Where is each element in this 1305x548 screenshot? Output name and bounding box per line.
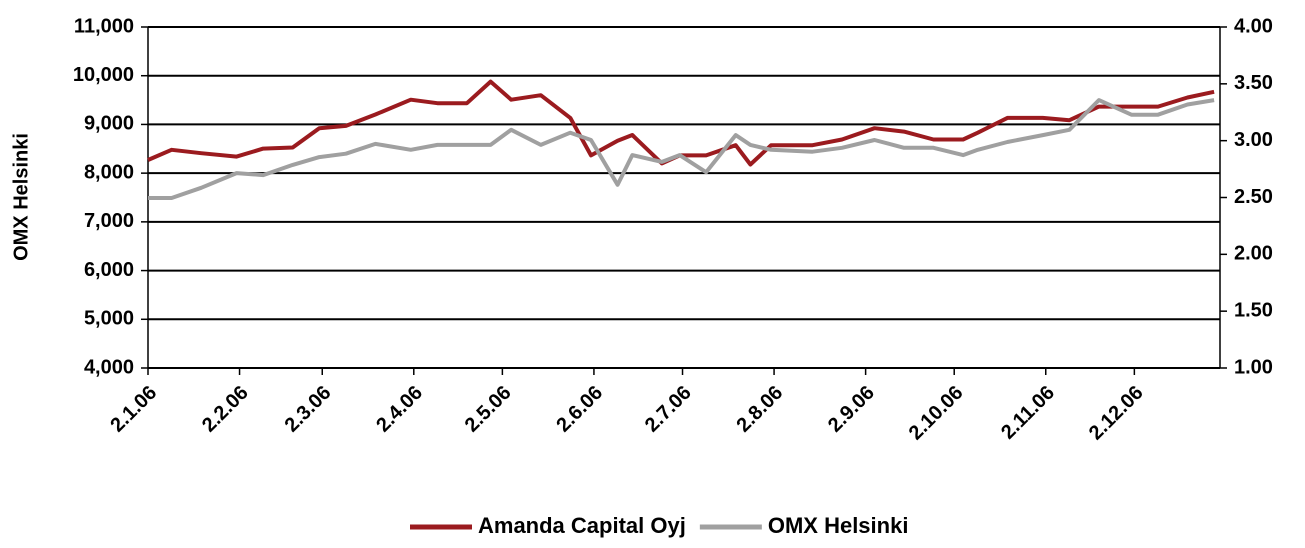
series-line [147,79,1215,167]
x-tick-label: 2.10.06 [905,382,968,445]
legend-label: Amanda Capital Oyj [478,513,686,538]
x-tick-label: 2.12.06 [1085,382,1148,445]
series-line [148,98,1215,200]
y-tick-label: 4,000 [84,356,134,378]
y2-tick-label: 3.50 [1234,72,1273,94]
y-tick-label: 7,000 [84,210,134,232]
y2-tick-label: 1.50 [1234,299,1273,321]
x-tick-label: 2.3.06 [281,382,336,437]
y2-tick-label: 2.00 [1234,243,1273,265]
x-tick-label: 2.4.06 [372,382,427,437]
x-tick-label: 2.8.06 [732,382,787,437]
x-tick-label: 2.1.06 [106,382,161,437]
y-axis-label: OMX Helsinki [10,133,32,261]
x-tick-label: 2.6.06 [552,382,607,437]
y-tick-label: 6,000 [84,259,134,281]
y-tick-label: 10,000 [73,64,134,86]
y-tick-label: 5,000 [84,308,134,330]
y2-tick-label: 1.00 [1234,356,1273,378]
x-tick-label: 2.2.06 [198,382,253,437]
legend-label: OMX Helsinki [768,513,909,538]
y-tick-label: 9,000 [84,113,134,135]
y-tick-label: 11,000 [74,15,134,37]
y-tick-label: 8,000 [84,161,134,183]
x-tick-label: 2.5.06 [461,382,516,437]
x-tick-label: 2.11.06 [997,382,1059,444]
x-tick-label: 2.7.06 [641,382,696,437]
x-tick-label: 2.9.06 [824,382,879,437]
y2-tick-label: 3.00 [1234,129,1273,151]
y2-tick-label: 2.50 [1234,186,1273,208]
y2-tick-label: 4.00 [1234,15,1273,37]
